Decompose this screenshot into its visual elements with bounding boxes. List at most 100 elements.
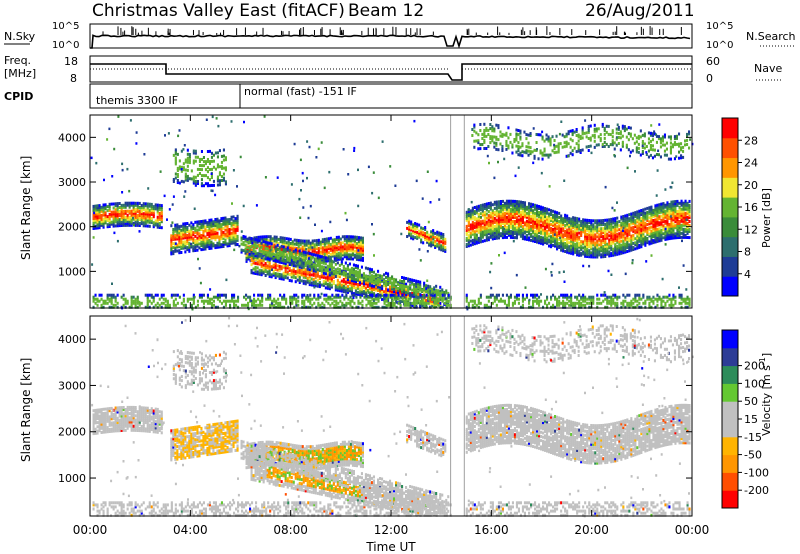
scatter-cell: [242, 249, 245, 253]
scatter-cell: [248, 236, 251, 240]
scatter-cell: [626, 225, 629, 229]
scatter-cell: [487, 218, 490, 222]
scatter-cell: [345, 239, 348, 243]
scatter-cell: [236, 224, 239, 228]
scatter-cell: [132, 201, 135, 205]
scatter-cell: [210, 242, 213, 246]
scatter-cell: [410, 220, 413, 224]
scatter-cell: [174, 249, 177, 253]
scatter-cell: [646, 210, 649, 214]
scatter-cell: [337, 239, 340, 243]
scatter-cell: [232, 235, 235, 239]
scatter-cell: [618, 252, 621, 256]
scatter-cell: [652, 233, 655, 237]
scatter-cell: [138, 214, 141, 217]
scatter-cell: [680, 199, 683, 203]
scatter-cell: [495, 212, 498, 216]
scatter-cell: [188, 223, 191, 227]
scatter-cell: [682, 221, 685, 225]
scatter-cell: [290, 273, 293, 277]
scatter-cell: [672, 230, 675, 234]
scatter-cell: [108, 212, 111, 216]
scatter-cell: [102, 213, 105, 217]
scatter-cell: [481, 225, 484, 229]
scatter-cell: [176, 243, 179, 247]
scatter-cell: [646, 239, 649, 243]
scatter-cell: [530, 214, 533, 218]
scatter-cell: [324, 280, 327, 284]
scatter-cell: [624, 250, 627, 254]
scatter-cell: [156, 215, 159, 219]
scatter-cell: [194, 234, 197, 238]
scatter-cell: [210, 176, 213, 179]
scatter-cell: [556, 239, 559, 243]
scatter-cell: [122, 217, 125, 221]
scatter-cell: [519, 216, 522, 220]
scatter-cell: [104, 207, 107, 211]
scatter-cell: [519, 212, 522, 216]
scatter-cell: [368, 283, 371, 287]
scatter-cell: [612, 217, 615, 221]
scatter-cell: [640, 211, 643, 214]
scatter-cell: [554, 228, 557, 232]
scatter-cell: [130, 201, 133, 205]
scatter-cell: [624, 244, 627, 248]
scatter-cell: [214, 226, 217, 229]
scatter-cell: [684, 207, 687, 211]
scatter-cell: [146, 208, 149, 212]
scatter-cell: [206, 225, 209, 229]
scatter-cell: [477, 206, 480, 210]
scatter-cell: [634, 213, 637, 217]
scatter-cell: [578, 245, 581, 249]
scatter-cell: [150, 208, 153, 212]
scatter-cell: [660, 222, 663, 226]
scatter-cell: [618, 244, 621, 248]
scatter-cell: [507, 201, 510, 205]
scatter-cell: [210, 234, 213, 238]
scatter-cell: [349, 249, 352, 253]
scatter-cell: [469, 231, 472, 235]
scatter-cell: [656, 227, 659, 231]
scatter-cell: [646, 229, 649, 232]
scatter-cell: [658, 239, 661, 243]
scatter-cell: [495, 230, 498, 234]
scatter-cell: [272, 271, 275, 275]
scatter-cell: [648, 222, 651, 226]
scatter-cell: [304, 268, 307, 272]
scatter-cell: [469, 235, 472, 239]
scatter-cell: [152, 223, 155, 227]
scatter-cell: [314, 280, 317, 284]
scatter-cell: [501, 234, 504, 237]
scatter-cell: [544, 207, 547, 210]
scatter-cell: [285, 237, 288, 241]
scatter-cell: [140, 210, 143, 214]
scatter-cell: [546, 235, 549, 239]
scatter-cell: [303, 241, 306, 245]
scatter-cell: [495, 206, 498, 210]
scatter-cell: [507, 221, 510, 225]
scatter-cell: [630, 240, 633, 244]
scatter-cell: [580, 248, 583, 252]
scatter-cell: [234, 233, 237, 237]
scatter-cell: [664, 231, 667, 235]
scatter-cell: [427, 288, 430, 292]
scatter-cell: [160, 226, 163, 230]
scatter-cell: [414, 232, 417, 236]
freq-unit-label: [MHz]: [4, 67, 36, 80]
scatter-cell: [198, 160, 201, 163]
scatter-cell: [393, 290, 396, 293]
scatter-cell: [176, 169, 179, 172]
scatter-cell: [491, 221, 494, 225]
scatter-cell: [118, 210, 121, 213]
scatter-cell: [333, 240, 336, 244]
scatter-cell: [588, 231, 591, 235]
scatter-cell: [503, 207, 506, 211]
scatter-cell: [544, 219, 547, 222]
scatter-cell: [184, 228, 187, 232]
scatter-cell: [513, 199, 516, 203]
scatter-cell: [560, 248, 563, 252]
scatter-cell: [204, 243, 207, 247]
scatter-cell: [578, 225, 581, 229]
scatter-cell: [666, 221, 669, 225]
scatter-cell: [674, 234, 677, 238]
